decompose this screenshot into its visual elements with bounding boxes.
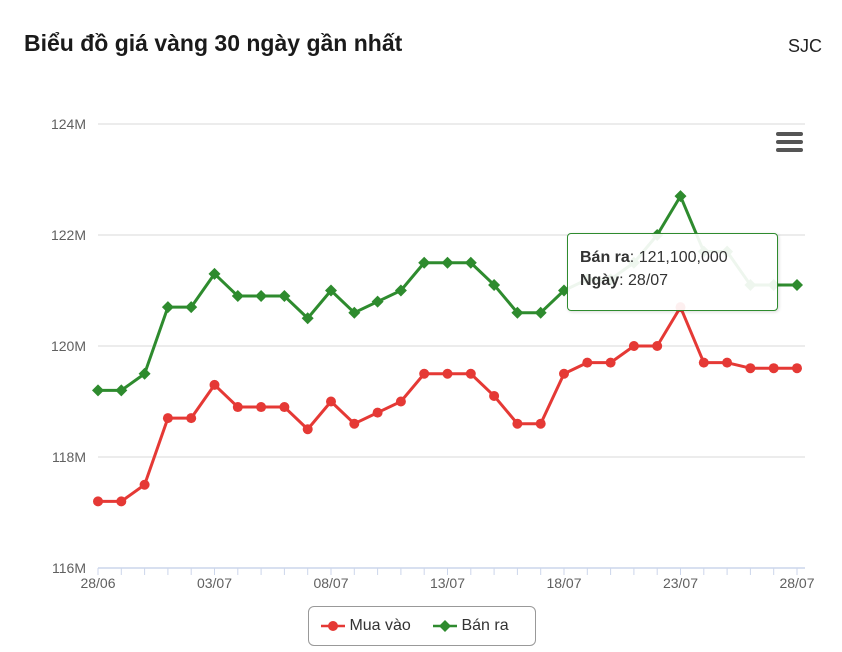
data-point-ban-ra[interactable] [394,284,407,297]
x-tick-label: 18/07 [546,575,581,591]
chart-legend: Mua vào Bán ra [308,606,536,646]
chart-title: Biểu đồ giá vàng 30 ngày gần nhất [24,30,403,56]
data-point-mua-vao[interactable] [559,368,569,379]
data-point-mua-vao[interactable] [93,496,103,507]
hamburger-menu-icon[interactable] [776,132,803,154]
data-point-ban-ra[interactable] [488,278,501,291]
data-point-mua-vao[interactable] [628,341,639,351]
x-tick-label: 08/07 [313,575,348,591]
data-point-mua-vao[interactable] [395,396,406,407]
data-point-mua-vao[interactable] [698,357,709,368]
data-point-ban-ra[interactable] [161,301,174,314]
legend-item-mua-vao[interactable]: Mua vào [321,607,411,645]
y-tick-label: 124M [51,116,86,132]
data-point-mua-vao[interactable] [186,413,197,424]
data-point-ban-ra[interactable] [371,295,384,308]
data-point-mua-vao[interactable] [162,413,173,424]
data-point-mua-vao[interactable] [512,418,523,429]
y-tick-label: 120M [51,338,86,354]
data-point-mua-vao[interactable] [279,402,290,413]
legend-label-ban-ra: Bán ra [461,617,509,634]
data-point-ban-ra[interactable] [185,301,198,314]
legend-label-mua-vao: Mua vào [349,617,411,634]
data-point-mua-vao[interactable] [419,368,430,379]
data-point-mua-vao[interactable] [116,496,127,507]
brand-label: SJC [787,36,822,56]
menu-bar [776,132,803,136]
data-point-ban-ra[interactable] [255,290,268,303]
tooltip-date-label: Ngày [580,272,620,289]
tooltip-series-label: Bán ra [580,249,630,266]
data-point-mua-vao[interactable] [465,368,476,379]
tooltip-date-value: 28/07 [628,272,669,289]
data-point-ban-ra[interactable] [208,267,221,280]
tooltip-date-row: Ngày: 28/07 [580,272,669,289]
y-tick-label: 122M [51,227,86,243]
menu-bar [776,148,803,152]
data-point-mua-vao[interactable] [722,357,733,368]
data-point-ban-ra[interactable] [92,384,104,397]
data-point-ban-ra[interactable] [464,256,477,269]
data-point-mua-vao[interactable] [326,396,336,407]
data-point-ban-ra[interactable] [348,306,361,319]
x-tick-label: 13/07 [430,575,465,591]
y-axis-ticks: 116M 118M 120M 122M 124M [51,116,86,576]
data-point-ban-ra[interactable] [418,256,431,269]
data-point-mua-vao[interactable] [232,402,243,413]
data-point-mua-vao[interactable] [768,363,779,374]
data-point-mua-vao[interactable] [489,390,500,401]
data-point-ban-ra[interactable] [231,290,244,303]
data-point-mua-vao[interactable] [582,357,593,368]
data-point-mua-vao[interactable] [302,424,313,435]
data-point-ban-ra[interactable] [301,312,314,325]
data-point-mua-vao[interactable] [209,379,220,390]
x-tick-label: 03/07 [197,575,232,591]
x-tick-label: 28/07 [779,575,814,591]
legend-item-ban-ra[interactable]: Bán ra [433,607,509,645]
series-line-mua-vao [98,305,797,503]
x-tick-label: 28/06 [80,575,115,591]
x-axis: 28/06 03/07 08/07 13/07 18/07 23/07 28/07 [80,567,815,591]
data-point-mua-vao[interactable] [535,418,546,429]
tooltip-series-row: Bán ra: 121,100,000 [580,249,728,266]
data-point-ban-ra[interactable] [534,306,547,319]
data-point-mua-vao[interactable] [256,402,267,413]
data-tooltip: Bán ra: 121,100,000 Ngày: 28/07 [567,233,778,311]
y-tick-label: 118M [52,449,86,465]
data-point-mua-vao[interactable] [745,363,756,374]
data-point-ban-ra[interactable] [138,367,151,380]
data-point-mua-vao[interactable] [349,418,360,429]
data-point-ban-ra[interactable] [278,290,291,303]
data-point-ban-ra[interactable] [115,384,128,397]
data-point-mua-vao[interactable] [372,407,383,418]
data-point-ban-ra[interactable] [325,284,337,297]
legend-circle-marker-icon [321,621,345,631]
tooltip-series-value: 121,100,000 [638,249,728,266]
data-point-mua-vao[interactable] [442,368,453,379]
x-tick-label: 23/07 [663,575,698,591]
y-tick-label: 116M [52,560,86,576]
data-point-ban-ra[interactable] [791,278,803,291]
grid-lines [98,123,805,458]
data-point-mua-vao[interactable] [605,357,616,368]
menu-bar [776,140,803,144]
data-point-ban-ra[interactable] [674,190,687,203]
legend-diamond-marker-icon [433,620,457,632]
data-point-ban-ra[interactable] [511,306,524,319]
data-point-mua-vao[interactable] [652,341,663,351]
data-point-mua-vao[interactable] [792,363,802,374]
data-point-mua-vao[interactable] [139,479,150,490]
data-point-ban-ra[interactable] [441,256,454,269]
